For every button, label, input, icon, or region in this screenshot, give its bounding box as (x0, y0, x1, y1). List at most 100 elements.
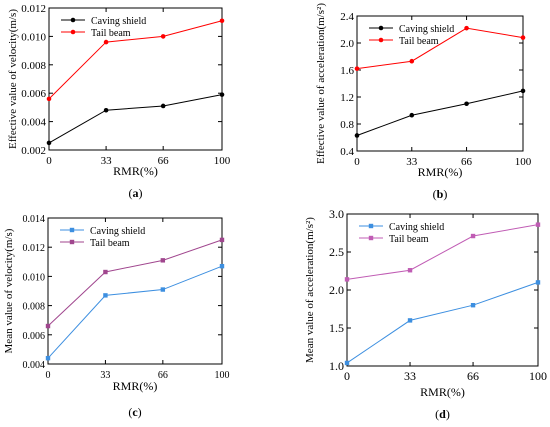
data-point (464, 101, 469, 107)
data-point (46, 140, 52, 146)
y-tick-label: 0.010 (21, 31, 46, 43)
data-point (219, 18, 225, 24)
y-tick-label: 1.2 (340, 92, 354, 104)
data-point (470, 303, 476, 308)
plot-frame (356, 15, 524, 152)
x-axis-label: RMR(%) (113, 164, 158, 178)
panel-letter: d (439, 407, 446, 421)
y-tick-label: 1.5 (329, 321, 344, 335)
y-tick-label: 0.008 (21, 60, 46, 72)
chart-panel-c: 0.004 0.006 0.008 0.010 0.012 0.014 0 33 66 100 Ca… (3, 214, 230, 419)
x-tick-label: 0 (46, 155, 52, 167)
y-tick-label: 3.0 (329, 207, 344, 221)
legend-label: Tail beam (389, 234, 429, 245)
y-tick-label: 2.5 (329, 245, 344, 259)
series-line-tail-beam (47, 239, 223, 327)
x-tick-label: 100 (515, 156, 532, 168)
x-tick-label: 0 (46, 370, 51, 381)
data-point (45, 323, 51, 329)
data-point (103, 269, 108, 275)
chart-panel-a: 0.002 0.004 0.006 0.008 0.010 0.012 0 33 66 100 Ca… (7, 3, 231, 200)
data-point (354, 66, 360, 71)
data-point (520, 88, 526, 94)
series-line-tail-beam (48, 20, 223, 100)
y-tick-label: 0.8 (340, 119, 354, 131)
chart-panel-d: 1.0 1.5 2.0 2.5 3.0 0 33 66 100 Caving shieldTail… (304, 207, 547, 421)
data-point (535, 280, 541, 285)
data-point (219, 92, 225, 97)
y-axis-label: Mean value of acceleration(m/s²) (304, 217, 316, 363)
x-tick-label: 33 (404, 369, 416, 383)
x-tick-label: 66 (158, 155, 170, 167)
data-point (520, 35, 526, 40)
data-point (354, 133, 360, 138)
legend-marker (368, 223, 374, 229)
data-point (344, 277, 350, 282)
data-point (470, 233, 476, 239)
data-point (45, 355, 51, 361)
panel-letter: b (437, 187, 444, 201)
legend-marker (69, 227, 75, 233)
y-tick-label: 0.004 (23, 360, 46, 371)
series-line-caving-shield (356, 90, 524, 136)
data-point (219, 237, 225, 243)
y-tick-label: 2.0 (329, 283, 344, 297)
y-tick-label: 1.0 (329, 359, 344, 373)
data-point (160, 34, 166, 39)
legend-marker (70, 29, 76, 35)
legend-label: Caving shield (399, 24, 454, 35)
x-tick-label: 33 (101, 155, 113, 167)
legend-label: Caving shield (90, 226, 145, 237)
panel-label: (c) (128, 405, 141, 419)
legend-label: Caving shield (91, 16, 146, 27)
panel-label: (b) (433, 187, 448, 201)
x-tick-label: 100 (215, 370, 230, 381)
data-point (103, 107, 109, 113)
legend-label: Tail beam (399, 36, 439, 47)
panel-label: (d) (435, 407, 450, 421)
data-point (160, 287, 166, 292)
panel-letter: a (133, 186, 139, 200)
data-point (344, 360, 350, 366)
data-point (535, 222, 541, 227)
legend-marker (378, 37, 384, 43)
data-point (407, 268, 413, 273)
x-axis-label: RMR(%) (418, 165, 463, 179)
data-point (103, 39, 109, 45)
y-tick-label: 0.006 (23, 331, 46, 342)
data-point (160, 258, 166, 263)
y-tick-label: 0.012 (23, 243, 46, 254)
data-point (464, 25, 469, 31)
x-tick-label: 66 (461, 156, 473, 168)
data-point (219, 263, 225, 269)
y-tick-label: 0.006 (21, 88, 46, 100)
series-line-tail-beam (356, 27, 524, 70)
y-tick-label: 0.002 (21, 145, 46, 157)
x-axis-label: RMR(%) (113, 379, 158, 393)
x-axis-label: RMR(%) (420, 385, 465, 399)
legend-marker (69, 239, 75, 245)
series-line-tail-beam (346, 224, 539, 280)
legend-marker (70, 17, 76, 23)
panel-letter: c (132, 405, 138, 419)
x-tick-label: 33 (100, 370, 110, 381)
legend-label: Caving shield (389, 222, 444, 233)
plot-frame (47, 217, 223, 365)
y-tick-label: 0.008 (23, 302, 46, 313)
data-point (409, 58, 415, 64)
y-axis-label: Effective value of acceleration(m/s²) (315, 3, 327, 164)
legend-marker (368, 235, 374, 241)
x-tick-label: 66 (158, 370, 168, 381)
y-tick-label: 0.014 (23, 214, 46, 225)
chart-panel-b: 0.4 0.8 1.2 1.6 2.0 2.4 0 33 66 100 Caving shieldT… (315, 3, 532, 201)
plot-frame (48, 7, 223, 151)
data-point (46, 96, 52, 102)
data-point (103, 293, 108, 298)
legend-marker (378, 25, 384, 31)
y-tick-label: 2.0 (340, 38, 354, 50)
y-tick-label: 0.010 (23, 272, 46, 283)
y-axis-label: Mean value of velocity(m/s) (3, 228, 15, 353)
y-tick-label: 2.4 (340, 11, 354, 23)
legend-label: Tail beam (90, 238, 130, 249)
